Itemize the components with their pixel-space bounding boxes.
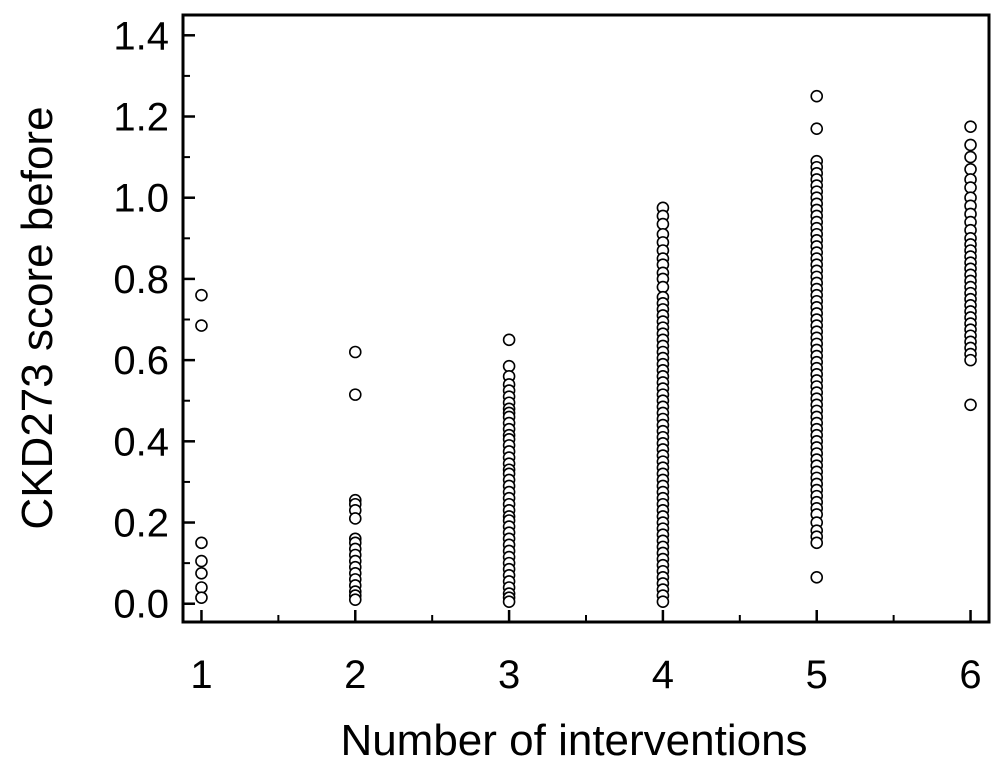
y-tick-label: 0.2	[113, 502, 169, 546]
data-point	[964, 353, 977, 367]
data-point	[502, 333, 516, 347]
data-point	[964, 120, 977, 133]
data-point	[195, 591, 208, 604]
data-point	[195, 536, 208, 550]
data-point	[195, 566, 208, 580]
y-tick-label: 0.6	[113, 339, 169, 383]
x-tick-label: 6	[959, 653, 981, 697]
y-tick-label: 1.2	[113, 96, 169, 140]
y-axis-title: CKD273 score before	[13, 106, 62, 529]
plot-frame	[181, 13, 991, 624]
y-tick-label: 1.4	[113, 14, 169, 58]
data-point	[195, 319, 208, 332]
data-point	[502, 359, 516, 373]
data-point	[964, 398, 977, 412]
data-points	[195, 89, 977, 608]
data-point	[964, 162, 977, 176]
data-point	[348, 345, 362, 359]
minor-ticks	[183, 74, 895, 622]
data-point	[502, 595, 516, 608]
data-point	[810, 536, 824, 550]
y-tick-label: 0.0	[113, 583, 169, 627]
data-point	[964, 150, 977, 164]
x-tick-label: 2	[344, 653, 366, 697]
data-point	[195, 581, 208, 594]
data-point	[656, 217, 670, 231]
data-point	[810, 89, 824, 103]
data-point	[656, 280, 670, 294]
x-axis-title: Number of interventions	[340, 716, 807, 765]
tick-labels: 1 2 3 4 5 6 0.0 0.2 0.4 0.6 0.8 1.0 1.2 1.4	[113, 14, 981, 697]
data-point	[656, 595, 670, 608]
data-point	[195, 288, 208, 302]
y-tick-label: 1.0	[113, 177, 169, 221]
x-tick-label: 1	[190, 653, 212, 697]
major-ticks	[183, 34, 972, 622]
x-tick-label: 5	[806, 653, 828, 697]
data-point	[195, 554, 208, 568]
y-tick-label: 0.4	[113, 420, 169, 464]
data-point	[964, 138, 977, 152]
data-point	[348, 512, 362, 525]
data-point	[964, 181, 977, 194]
x-tick-label: 3	[498, 653, 520, 697]
data-point	[348, 593, 362, 606]
y-tick-label: 0.8	[113, 258, 169, 302]
data-point	[810, 122, 824, 135]
data-point	[810, 571, 824, 584]
x-tick-label: 4	[652, 653, 674, 697]
data-point	[348, 388, 362, 401]
